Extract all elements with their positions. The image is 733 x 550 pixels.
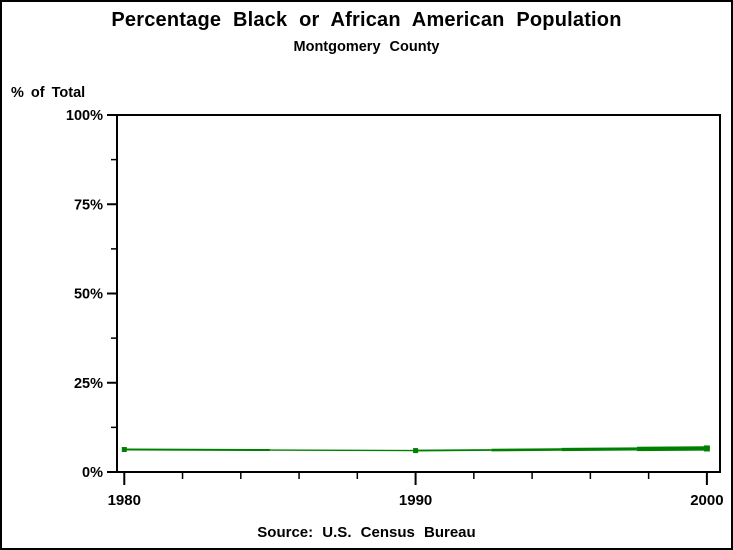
y-tick-label: 100% — [66, 108, 103, 124]
data-line-segment — [124, 448, 270, 452]
data-point-marker — [121, 447, 127, 453]
chart-title: Percentage Black or African American Pop… — [111, 9, 622, 31]
x-tick-label: 1980 — [108, 492, 141, 509]
data-line-segment — [415, 449, 492, 452]
chart-subtitle: Montgomery County — [293, 39, 440, 55]
plot-frame — [116, 114, 721, 473]
data-line-segment — [269, 449, 416, 452]
data-line-segment — [561, 447, 637, 452]
y-tick-label: 25% — [74, 376, 103, 392]
data-line-segment — [636, 446, 707, 452]
y-tick-label: 75% — [74, 197, 103, 213]
data-point-marker — [703, 445, 710, 452]
data-line-segment — [491, 448, 562, 452]
chart-footnote: Source: U.S. Census Bureau — [257, 524, 476, 541]
y-tick-label: 0% — [82, 465, 103, 481]
x-tick-label: 2000 — [690, 492, 723, 509]
y-axis-title: % of Total — [11, 85, 86, 101]
data-point-marker — [413, 448, 419, 454]
x-tick-label: 1990 — [399, 492, 432, 509]
y-tick-label: 50% — [74, 287, 103, 303]
